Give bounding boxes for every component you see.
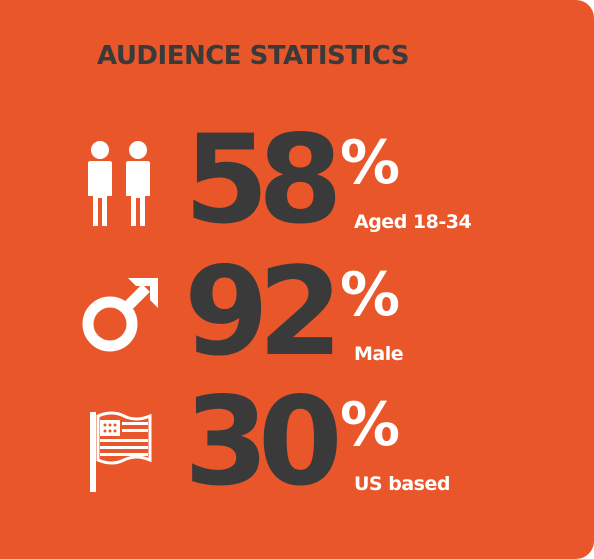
stat-label: Aged 18-34	[354, 211, 472, 233]
stat-gender: 92 % Male	[0, 242, 594, 392]
stat-value: 58	[184, 109, 343, 251]
percent-sign: %	[340, 128, 401, 198]
percent-sign: %	[340, 390, 401, 460]
stat-age: 58 % Aged 18-34	[0, 110, 594, 260]
percent-sign: %	[340, 260, 401, 330]
us-flag-icon	[78, 398, 160, 498]
stat-location: 30 % US based	[0, 372, 594, 522]
stat-value: 92	[184, 241, 343, 383]
male-symbol-icon	[78, 268, 160, 368]
stat-label: US based	[354, 473, 450, 495]
people-icon	[78, 136, 160, 236]
card-title: AUDIENCE STATISTICS	[97, 41, 409, 71]
stat-label: Male	[354, 343, 404, 365]
stat-value: 30	[184, 371, 343, 513]
